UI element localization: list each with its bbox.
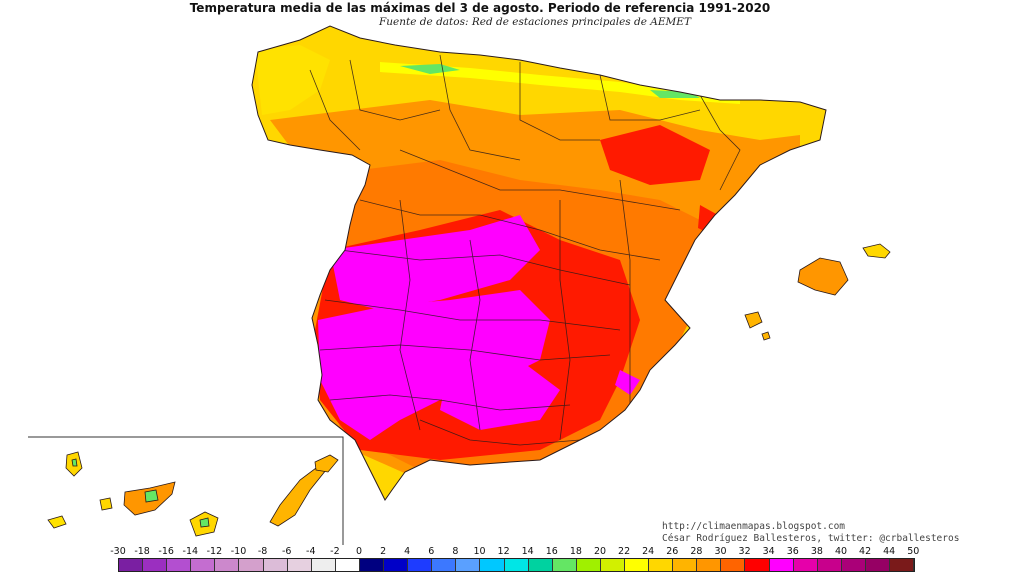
legend-swatch bbox=[456, 559, 481, 571]
legend-label: 20 bbox=[593, 546, 607, 557]
legend-swatch bbox=[745, 559, 770, 571]
legend-label: 32 bbox=[738, 546, 751, 557]
legend-label: 22 bbox=[618, 546, 631, 557]
legend-label: 42 bbox=[859, 546, 872, 557]
legend-swatch bbox=[769, 559, 794, 571]
legend-swatch bbox=[552, 559, 577, 571]
legend-label: -14 bbox=[182, 546, 199, 557]
legend-swatch bbox=[191, 559, 216, 571]
legend-swatch bbox=[576, 559, 601, 571]
legend-swatch bbox=[504, 559, 529, 571]
legend-swatch bbox=[817, 559, 842, 571]
legend-swatch bbox=[697, 559, 722, 571]
legend-label: -16 bbox=[158, 546, 174, 557]
legend-label: -12 bbox=[206, 546, 223, 557]
author-credit: César Rodríguez Ballesteros, twitter: @c… bbox=[662, 533, 960, 544]
legend-swatch bbox=[384, 559, 409, 571]
legend-label: 12 bbox=[497, 546, 510, 557]
legend-swatch bbox=[311, 559, 336, 571]
legend-swatch bbox=[408, 559, 433, 571]
legend-label: 44 bbox=[883, 546, 896, 557]
legend-label: -18 bbox=[134, 546, 150, 557]
legend-label: 18 bbox=[569, 546, 582, 557]
legend-swatch bbox=[841, 559, 866, 571]
legend-label: -4 bbox=[306, 546, 316, 557]
legend-label: 28 bbox=[690, 546, 703, 557]
legend-swatch bbox=[865, 559, 890, 571]
legend-label: 38 bbox=[810, 546, 823, 557]
legend-label: 40 bbox=[834, 546, 848, 557]
legend-label: -10 bbox=[230, 546, 247, 557]
legend-labels: -30 -18 -16 -14 -12 -10 -8 -6 -4 -2 0 2 4 6 8 10 12 14 16 1… bbox=[0, 546, 1024, 558]
legend-label: 16 bbox=[545, 546, 558, 557]
legend-swatch bbox=[335, 559, 360, 571]
color-legend bbox=[118, 558, 916, 572]
canary-islands-inset bbox=[28, 436, 344, 545]
legend-label: 2 bbox=[380, 546, 387, 557]
blog-url[interactable]: http://climaenmapas.blogspot.com bbox=[662, 521, 846, 532]
legend-label: 4 bbox=[404, 546, 411, 557]
legend-swatch bbox=[432, 559, 457, 571]
legend-swatch bbox=[890, 559, 915, 571]
legend-label: 0 bbox=[355, 546, 363, 557]
legend-swatch bbox=[359, 559, 385, 571]
legend-label: 34 bbox=[762, 546, 775, 557]
legend-label: 26 bbox=[666, 546, 679, 557]
legend-swatch bbox=[793, 559, 818, 571]
temperature-map bbox=[28, 25, 891, 545]
legend-label: -30 bbox=[110, 546, 126, 557]
map-title: Temperatura media de las máximas del 3 d… bbox=[189, 1, 771, 15]
legend-swatch bbox=[480, 559, 505, 571]
legend-swatch bbox=[624, 559, 650, 571]
legend-swatch bbox=[239, 559, 264, 571]
legend-label: 14 bbox=[521, 546, 534, 557]
legend-swatch bbox=[649, 559, 674, 571]
legend-swatch bbox=[673, 559, 698, 571]
legend-label: 50 bbox=[907, 546, 920, 557]
legend-swatch bbox=[167, 559, 192, 571]
legend-swatch bbox=[215, 559, 240, 571]
legend-swatch bbox=[119, 559, 144, 571]
legend-swatch bbox=[528, 559, 553, 571]
map-subtitle: Fuente de datos: Red de estaciones princ… bbox=[379, 16, 691, 28]
legend-swatch bbox=[600, 559, 625, 571]
legend-swatch bbox=[287, 559, 312, 571]
legend-label: -6 bbox=[281, 546, 292, 557]
legend-swatch bbox=[263, 559, 288, 571]
legend-label: -8 bbox=[257, 546, 268, 557]
legend-label: 24 bbox=[642, 546, 655, 557]
legend-label: 10 bbox=[473, 546, 486, 557]
legend-label: -2 bbox=[330, 546, 340, 557]
legend-swatch bbox=[721, 559, 746, 571]
legend-label: 30 bbox=[714, 546, 727, 557]
legend-label: 6 bbox=[428, 546, 435, 557]
legend-label: 36 bbox=[786, 546, 799, 557]
credits: http://climaenmapas.blogspot.com César R… bbox=[662, 521, 959, 545]
legend-label: 8 bbox=[452, 546, 459, 557]
legend-swatch bbox=[143, 559, 168, 571]
balearic-islands bbox=[744, 243, 891, 341]
